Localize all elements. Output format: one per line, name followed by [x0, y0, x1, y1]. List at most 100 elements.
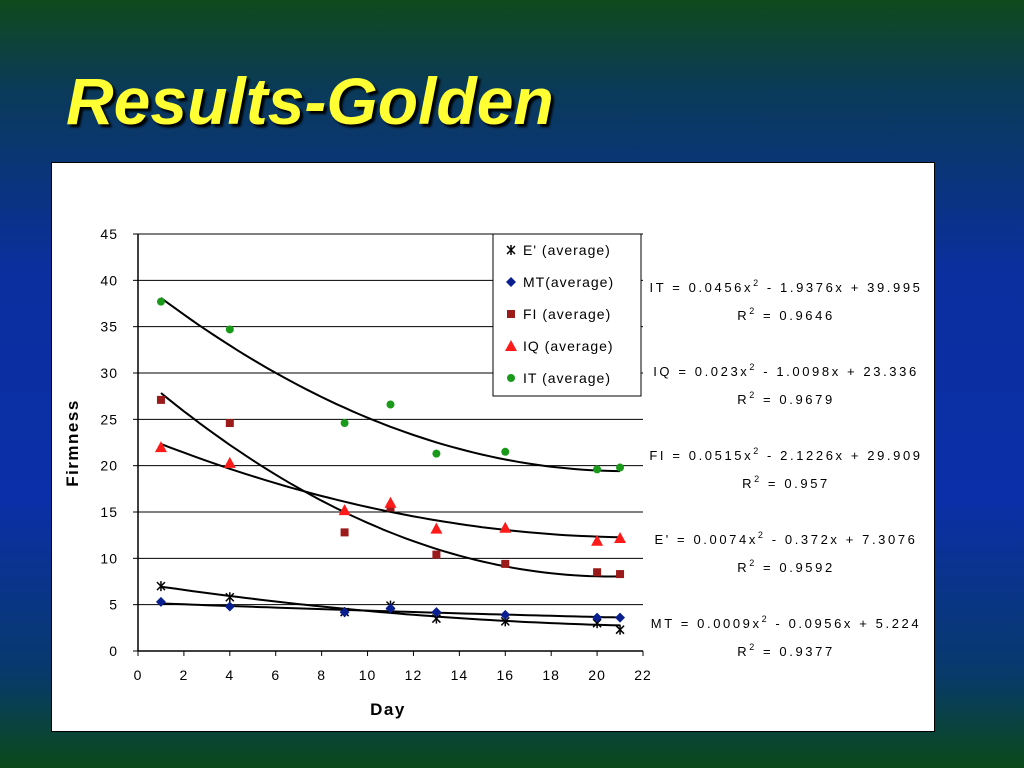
equation-lead: MT = 0.0009x — [651, 616, 762, 631]
trend-equation: FI = 0.0515x2 - 2.1226x + 29.909 — [649, 446, 922, 463]
trendline — [160, 297, 621, 473]
x-tick-label: 0 — [134, 667, 143, 683]
y-tick-label: 35 — [100, 319, 118, 335]
r-squared: R2 = 0.9646 — [737, 306, 835, 323]
r-label: R — [742, 476, 754, 491]
trend-equation: IQ = 0.023x2 - 1.0098x + 23.336 — [653, 362, 919, 379]
y-tick-label: 0 — [109, 643, 118, 659]
trend-equation: IT = 0.0456x2 - 1.9376x + 39.995 — [649, 278, 922, 295]
exponent: 2 — [754, 474, 762, 484]
data-point — [616, 463, 625, 472]
data-point — [156, 395, 165, 404]
equation-tail: - 0.372x + 7.3076 — [766, 532, 918, 547]
r-squared: R2 = 0.9377 — [737, 642, 835, 659]
data-markers — [154, 297, 627, 635]
legend-box — [492, 233, 642, 397]
data-point — [593, 465, 602, 474]
legend-label: IQ (average) — [523, 338, 614, 354]
y-tick-label: 40 — [100, 272, 118, 288]
trendline — [160, 392, 621, 578]
data-point — [340, 528, 349, 537]
exponent: 2 — [749, 362, 757, 372]
x-tick-label: 16 — [496, 667, 514, 683]
trendline — [160, 442, 621, 539]
x-tick-label: 2 — [180, 667, 189, 683]
exponent: 2 — [753, 278, 761, 288]
data-point — [385, 603, 396, 614]
y-tick-label: 20 — [100, 458, 118, 474]
y-tick-label: 45 — [100, 226, 118, 242]
equation-tail: - 0.0956x + 5.224 — [769, 616, 921, 631]
data-point — [616, 570, 625, 579]
legend-marker — [507, 374, 515, 382]
x-tick-label: 14 — [451, 667, 469, 683]
data-point — [614, 531, 627, 543]
exponent: 2 — [758, 530, 766, 540]
trend-equation: E' = 0.0074x2 - 0.372x + 7.3076 — [654, 530, 917, 547]
x-tick-label: 20 — [588, 667, 606, 683]
data-point — [338, 504, 351, 516]
legend-marker — [506, 277, 516, 287]
equation-lead: E' = 0.0074x — [654, 532, 757, 547]
data-point — [156, 297, 165, 306]
r-label: R — [737, 560, 749, 575]
x-tick-label: 8 — [317, 667, 326, 683]
x-tick-label: 18 — [542, 667, 560, 683]
data-point — [430, 522, 443, 534]
r2-value: = 0.9592 — [757, 560, 835, 575]
y-tick-label: 5 — [109, 597, 118, 613]
exponent: 2 — [749, 642, 757, 652]
data-point — [501, 447, 510, 456]
y-axis-label: Firmness — [63, 399, 82, 487]
data-point — [155, 596, 166, 607]
r2-value: = 0.957 — [762, 476, 830, 491]
equation-tail: - 1.9376x + 39.995 — [761, 280, 923, 295]
x-tick-label: 4 — [225, 667, 234, 683]
data-point — [501, 559, 510, 568]
data-point — [431, 607, 442, 618]
y-tick-label: 15 — [100, 504, 118, 520]
legend-marker — [507, 310, 515, 318]
r-label: R — [737, 308, 749, 323]
data-point — [223, 456, 236, 468]
r2-value: = 0.9377 — [757, 644, 835, 659]
data-point — [500, 609, 511, 620]
equation-lead: IT = 0.0456x — [649, 280, 753, 295]
data-point — [225, 592, 235, 603]
data-point — [591, 534, 604, 546]
r2-value: = 0.9679 — [757, 392, 835, 407]
r-label: R — [737, 392, 749, 407]
data-point — [154, 441, 167, 453]
data-point — [339, 607, 350, 618]
exponent: 2 — [762, 614, 770, 624]
r-squared: R2 = 0.9592 — [737, 558, 835, 575]
axes: 0 5 10 15 20 25 30 35 40 45 0 2 4 6 8 10 12 14 16 18 20 22 — [100, 226, 650, 683]
y-tick-label: 10 — [100, 550, 118, 566]
exponent: 2 — [749, 558, 757, 568]
data-point — [340, 419, 349, 428]
equation-lead: FI = 0.0515x — [649, 448, 753, 463]
legend-label: FI (average) — [523, 306, 611, 322]
y-tick-label: 25 — [100, 411, 118, 427]
r-squared: R2 = 0.9679 — [737, 390, 835, 407]
x-tick-label: 12 — [405, 667, 423, 683]
data-point — [386, 400, 395, 409]
data-point — [593, 568, 602, 577]
data-point — [384, 496, 397, 508]
x-tick-label: 6 — [271, 667, 280, 683]
data-point — [225, 325, 234, 334]
r-label: R — [737, 644, 749, 659]
chart-panel: 0 5 10 15 20 25 30 35 40 45 0 2 4 6 8 10 12 14 16 18 20 22 Da… — [51, 162, 935, 732]
equation-tail: - 2.1226x + 29.909 — [761, 448, 923, 463]
x-axis-label: Day — [370, 700, 406, 719]
legend: E' (average) MT(average) FI (average) IQ (a… — [492, 233, 642, 397]
legend-label: MT(average) — [523, 274, 614, 290]
legend-label: E' (average) — [523, 242, 611, 258]
equation-lead: IQ = 0.023x — [653, 364, 749, 379]
data-point — [499, 521, 512, 533]
legend-marker — [506, 245, 516, 255]
data-point — [592, 612, 603, 623]
exponent: 2 — [753, 446, 761, 456]
legend-marker — [505, 340, 517, 351]
data-point — [225, 419, 234, 428]
